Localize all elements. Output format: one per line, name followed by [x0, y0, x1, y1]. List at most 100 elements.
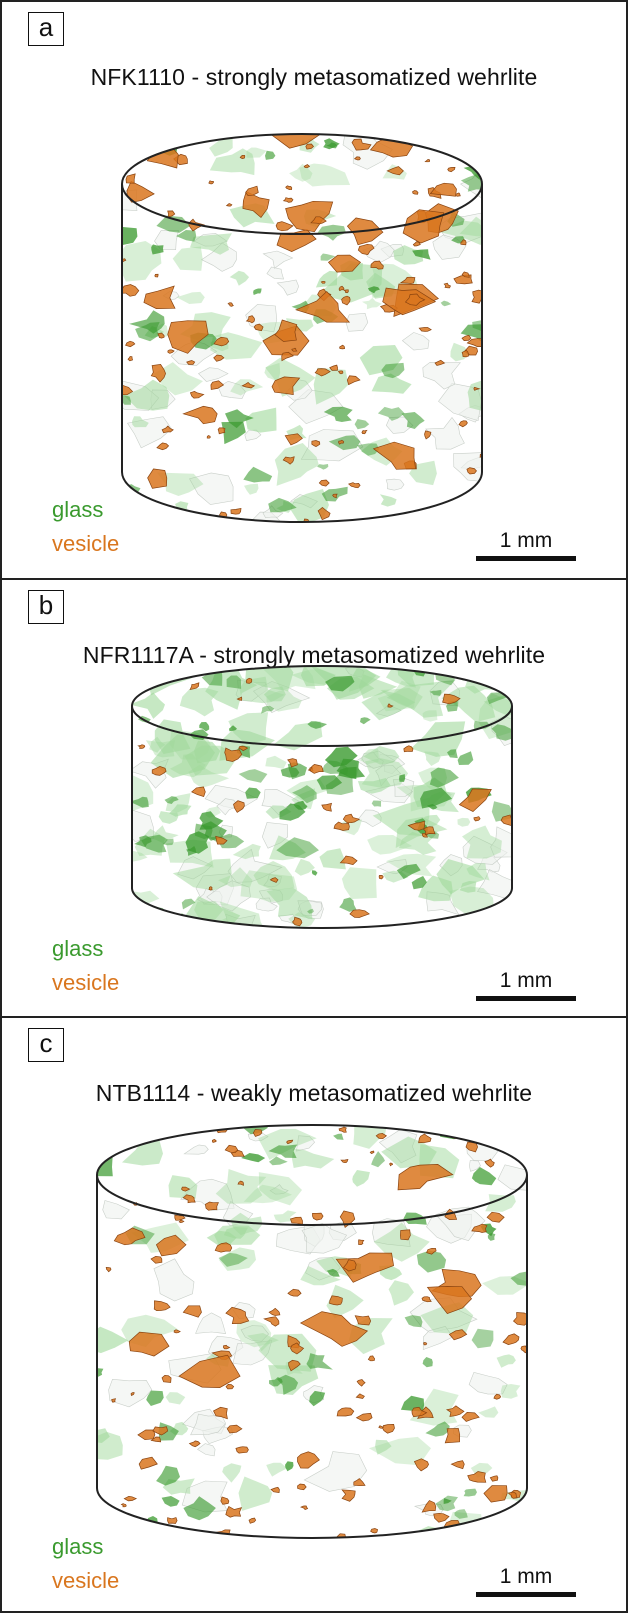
vesicle-patch — [424, 159, 431, 163]
vesicle-patch — [433, 1512, 450, 1523]
mineral-grain — [357, 809, 382, 828]
glass-patch — [460, 324, 482, 343]
vesicle-patch — [285, 200, 334, 233]
vesicle-patch — [520, 1345, 527, 1354]
glass-patch — [361, 758, 409, 788]
glass-patch — [132, 850, 148, 862]
glass-patch — [326, 1284, 364, 1319]
vesicle-patch — [217, 427, 226, 435]
legend-glass: glass — [52, 936, 104, 961]
glass-patch — [457, 751, 474, 765]
vesicle-patch — [214, 1242, 233, 1253]
vesicle-patch — [484, 1158, 495, 1168]
vesicle-patch — [423, 1342, 428, 1346]
mineral-grain — [134, 134, 168, 149]
glass-patch — [336, 758, 366, 779]
glass-patch — [317, 464, 329, 470]
vesicle-patch — [342, 813, 361, 824]
vesicle-patch — [445, 1531, 459, 1538]
vesicle-patch — [150, 364, 166, 383]
vesicle-patch — [150, 1436, 162, 1443]
vesicle-patch — [354, 1315, 372, 1326]
glass-patch — [269, 1156, 288, 1166]
mineral-grain — [266, 266, 285, 280]
legend-glass: glass — [52, 497, 104, 522]
vesicle-patch — [445, 1405, 465, 1417]
glass-patch — [146, 1390, 164, 1406]
glass-patch — [386, 679, 456, 718]
vesicle-patch — [444, 1428, 461, 1444]
glass-patch — [253, 288, 262, 295]
glass-patch — [122, 226, 138, 246]
glass-patch — [124, 379, 170, 411]
scale-bar-label: 1 mm — [499, 1565, 553, 1588]
vesicle-patch — [225, 1506, 243, 1518]
glass-patch — [440, 300, 452, 307]
vesicle-patch — [413, 1458, 429, 1472]
vesicle-patch — [248, 1517, 257, 1524]
vesicle-patch — [239, 154, 246, 159]
glass-patch — [381, 362, 405, 379]
glass-patch — [447, 749, 458, 759]
vesicle-patch — [461, 349, 470, 358]
cylinder-outline — [121, 133, 483, 523]
vesicle-patch — [295, 291, 351, 323]
glass-patch — [215, 1169, 267, 1204]
vesicle-patch — [137, 140, 149, 147]
glass-patch — [307, 721, 328, 729]
vesicle-patch — [126, 180, 155, 203]
vesicle-patch — [361, 429, 368, 435]
vesicle-patch — [113, 1227, 146, 1246]
vesicle-patch — [458, 420, 468, 428]
vesicle-patch — [290, 1216, 303, 1225]
glass-patch — [367, 286, 380, 294]
glass-patch — [268, 1144, 298, 1158]
vesicle-patch — [125, 173, 136, 184]
glass-patch — [341, 867, 377, 899]
cylinder-outline — [96, 1124, 528, 1539]
vesicle-patch — [415, 1125, 427, 1132]
mineral-grain — [392, 778, 415, 797]
glass-patch — [122, 241, 162, 282]
glass-patch — [424, 751, 441, 766]
glass-patch — [132, 416, 149, 428]
glass-patch — [358, 674, 398, 699]
glass-patch — [393, 245, 424, 265]
vesicle-patch — [358, 1239, 365, 1245]
glass-patch — [420, 1302, 474, 1335]
vesicle-patch — [226, 1424, 243, 1434]
vesicle-patch — [309, 764, 324, 774]
legend: glass vesicle — [52, 495, 119, 563]
glass-patch — [97, 1367, 104, 1377]
glass-patch — [491, 724, 512, 741]
glass-patch — [401, 412, 425, 429]
legend-vesicle: vesicle — [52, 970, 120, 995]
glass-patch — [300, 666, 335, 687]
glass-patch — [164, 796, 179, 804]
glass-patch — [352, 1170, 370, 1187]
glass-patch — [253, 861, 295, 891]
scale-bar: 1 mm — [476, 1566, 576, 1597]
glass-patch — [172, 246, 203, 271]
mineral-grain — [301, 1223, 348, 1254]
glass-patch — [97, 1428, 110, 1443]
glass-patch — [172, 858, 232, 891]
vesicle-patch — [173, 1329, 181, 1334]
mineral-grain — [195, 1312, 227, 1334]
vesicle-patch — [270, 1486, 280, 1494]
vesicle-patch — [455, 192, 461, 197]
vesicle-patch — [402, 209, 445, 244]
vesicle-patch — [450, 1460, 465, 1470]
glass-patch — [467, 379, 482, 412]
glass-patch — [181, 898, 196, 910]
vesicle-patch — [370, 1528, 379, 1534]
glass-patch — [439, 220, 482, 245]
glass-patch — [132, 666, 149, 682]
vesicle-patch — [329, 1295, 343, 1306]
glass-patch — [328, 435, 361, 451]
glass-patch — [150, 1532, 159, 1538]
glass-patch — [151, 244, 164, 255]
glass-patch — [221, 421, 246, 445]
vesicle-patch — [252, 1129, 263, 1137]
vesicle-patch — [378, 875, 384, 880]
